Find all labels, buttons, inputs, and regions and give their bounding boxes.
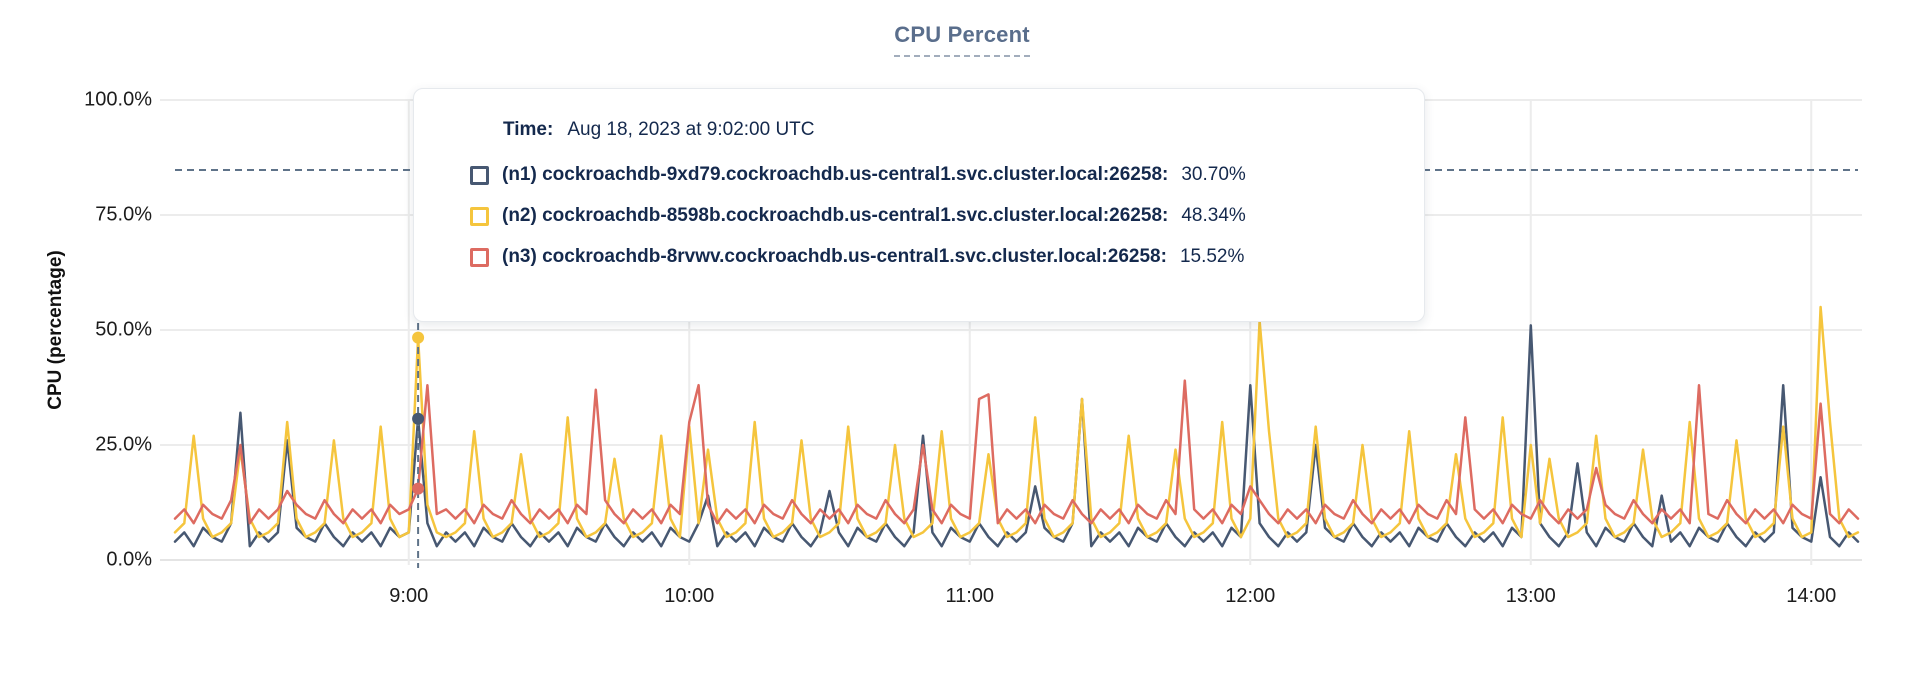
y-tick-label: 100.0% bbox=[84, 88, 152, 111]
tooltip-n2-value: 48.34% bbox=[1181, 205, 1246, 226]
tooltip-series-row-n3: (n3) cockroachdb-8rvwv.cockroachdb.us-ce… bbox=[470, 246, 1388, 268]
x-tick-label: 11:00 bbox=[945, 585, 995, 607]
y-tick-label: 25.0% bbox=[95, 433, 152, 456]
hover-dot-n3 bbox=[412, 482, 425, 495]
x-tick-label: 10:00 bbox=[664, 585, 715, 607]
tooltip-time-label: Time: bbox=[503, 119, 554, 140]
chart-title-wrap: CPU Percent bbox=[0, 22, 1924, 57]
y-tick-label: 50.0% bbox=[95, 318, 152, 341]
tooltip-n3-value: 15.52% bbox=[1179, 246, 1245, 267]
tooltip-series-row-n1: (n1) cockroachdb-9xd79.cockroachdb.us-ce… bbox=[470, 164, 1388, 186]
hover-dot-n2 bbox=[412, 331, 425, 344]
y-tick-label: 75.0% bbox=[95, 203, 152, 226]
series-line-n1 bbox=[173, 324, 1860, 548]
tooltip-time-row: Time: Aug 18, 2023 at 9:02:00 UTC bbox=[470, 119, 1388, 141]
tooltip-n1-label: (n1) cockroachdb-9xd79.cockroachdb.us-ce… bbox=[502, 164, 1169, 185]
tooltip-time-value: Aug 18, 2023 at 9:02:00 UTC bbox=[567, 119, 815, 140]
x-tick-label: 12:00 bbox=[1225, 585, 1276, 607]
hover-dot-n1 bbox=[412, 412, 425, 425]
series-line-n3 bbox=[173, 379, 1860, 525]
hover-tooltip: Time: Aug 18, 2023 at 9:02:00 UTC (n1) c… bbox=[413, 88, 1425, 322]
series-line-n2 bbox=[173, 305, 1860, 539]
tooltip-n3-label: (n3) cockroachdb-8rvwv.cockroachdb.us-ce… bbox=[502, 246, 1167, 267]
series-n2-swatch-icon bbox=[470, 206, 489, 226]
series-n1-swatch-icon bbox=[470, 165, 489, 185]
x-tick-label: 13:00 bbox=[1505, 585, 1556, 607]
tooltip-n2-label: (n2) cockroachdb-8598b.cockroachdb.us-ce… bbox=[502, 205, 1169, 226]
tooltip-n1-value: 30.70% bbox=[1181, 164, 1246, 185]
x-tick-label: 14:00 bbox=[1786, 585, 1837, 607]
series-n3-swatch-icon bbox=[470, 247, 489, 267]
x-tick-label: 9:00 bbox=[389, 585, 429, 607]
y-tick-label: 0.0% bbox=[106, 548, 152, 571]
chart-title[interactable]: CPU Percent bbox=[894, 22, 1030, 57]
tooltip-series-row-n2: (n2) cockroachdb-8598b.cockroachdb.us-ce… bbox=[470, 205, 1388, 227]
